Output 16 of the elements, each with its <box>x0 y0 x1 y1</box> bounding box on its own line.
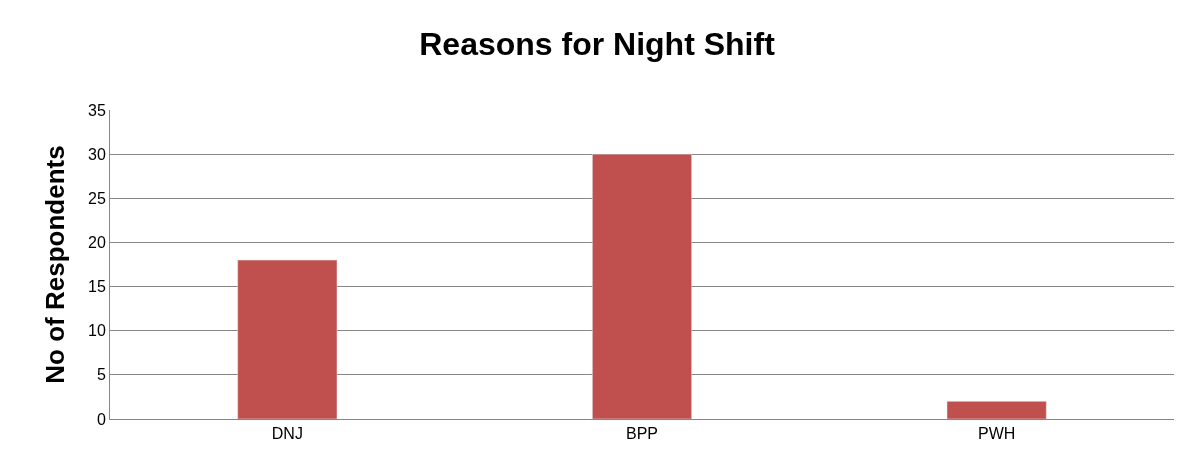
y-tick-label: 25 <box>88 189 106 207</box>
y-tick-label: 0 <box>96 410 106 428</box>
x-tick-label: BPP <box>625 425 659 443</box>
x-tick-label: PWH <box>978 425 1016 443</box>
y-tick-label: 35 <box>88 101 106 119</box>
bar <box>592 153 692 419</box>
y-tick-label: 5 <box>96 366 106 384</box>
y-tick-label: 30 <box>88 145 106 163</box>
y-tick-label: 15 <box>88 278 106 296</box>
bar <box>237 259 338 419</box>
y-tick-label: 10 <box>88 322 106 340</box>
x-tick-label: DNJ <box>271 425 303 443</box>
chart-title: Reasons for Night Shift <box>419 25 776 62</box>
bar <box>946 401 1047 419</box>
y-tick-label: 20 <box>88 234 106 252</box>
y-axis-title: No of Respondents <box>40 145 71 384</box>
